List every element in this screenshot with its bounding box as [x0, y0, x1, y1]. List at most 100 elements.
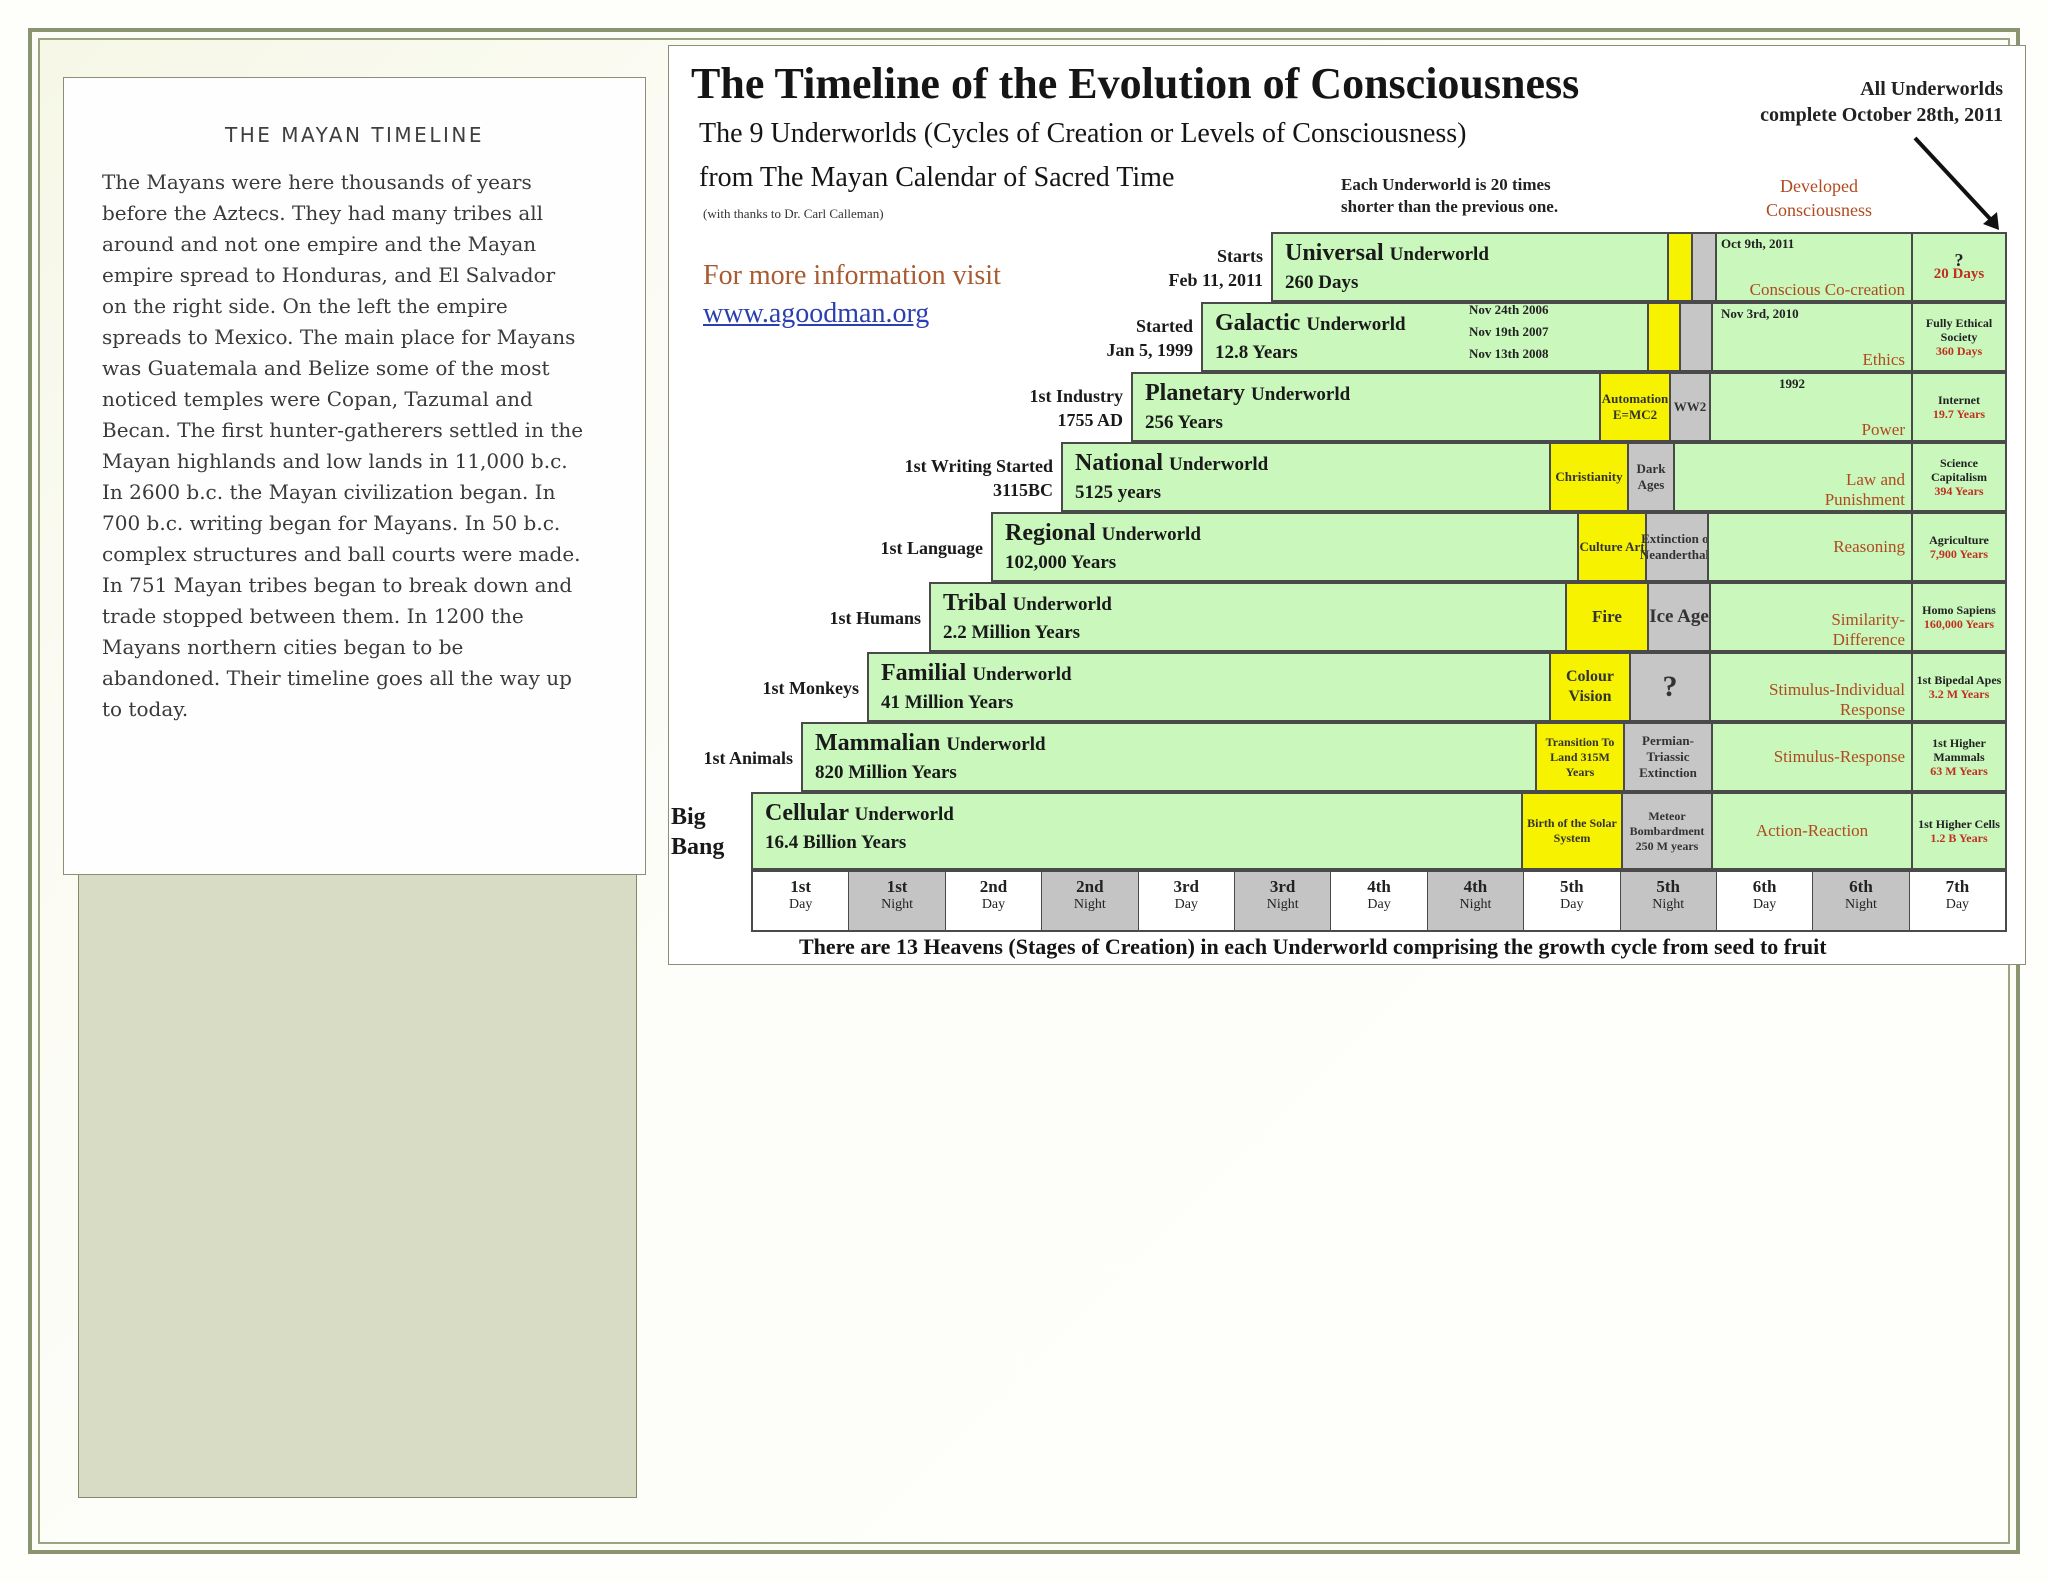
- dev-cell: Power: [1709, 372, 1913, 442]
- last-cell: 1st Higher Mammals 63 M Years: [1911, 722, 2007, 792]
- underworld-bar: Galactic Underworld 12.8 Years: [1201, 302, 1671, 372]
- heavens-row: 1st Day 1st Night 2nd Day 2nd Night 3rd Day 3…: [751, 870, 2007, 932]
- dev-cell: Ethics: [1711, 302, 1913, 372]
- dev-cell: Conscious Co-creation: [1715, 232, 1913, 302]
- gray-cell: Dark Ages: [1627, 442, 1675, 512]
- developed-line-2: Consciousness: [1765, 200, 1872, 220]
- all-underworlds-line-1: All Underworlds: [1860, 78, 2003, 100]
- underworld-row-mammalian: 1st Animals Mammalian Underworld 820 Mil…: [669, 722, 2009, 792]
- start-label: Big Bang: [671, 804, 725, 860]
- underworld-row-tribal: 1st Humans Tribal Underworld 2.2 Million…: [669, 582, 2009, 652]
- marker-1: Nov 24th 2006: [1469, 302, 1549, 317]
- heaven-cell: 1st Day: [753, 872, 850, 930]
- yellow-cell: Birth of the Solar System: [1521, 792, 1623, 870]
- marker-3: Nov 13th 2008: [1469, 346, 1549, 361]
- underworld-row-cellular: Big Bang Cellular Underworld 16.4 Billion…: [669, 792, 2009, 870]
- dev-cell: Reasoning: [1707, 512, 1913, 582]
- last-cell: Fully Ethical Society 360 Days: [1911, 302, 2007, 372]
- gray-cell: Extinction of Neanderthals: [1640, 512, 1714, 582]
- heaven-cell: 3rd Day: [1138, 872, 1235, 930]
- dev-cell: Law and Punishment: [1673, 442, 1913, 512]
- heaven-cell: 6th Day: [1716, 872, 1814, 930]
- start-label: Starts Feb 11, 2011: [1168, 246, 1263, 290]
- gray-cell: ?: [1629, 652, 1711, 722]
- yellow-cell: Colour Vision: [1549, 652, 1631, 722]
- dev-cell: Stimulus-Response: [1711, 722, 1913, 792]
- heaven-cell: 3rd Night: [1234, 872, 1332, 930]
- all-underworlds-note: All Underworlds complete October 28th, 2…: [1693, 76, 2003, 128]
- underworld-row-galactic: Started Jan 5, 1999 Galactic Underworld 1…: [669, 302, 2009, 372]
- start-label: 1st Writing Started 3115BC: [904, 456, 1053, 500]
- gray-cell: Ice Age: [1647, 582, 1711, 652]
- underworld-bar: Universal Underworld 260 Days: [1271, 232, 1669, 302]
- dev-marker: 1992: [1779, 376, 1805, 391]
- underworld-row-familial: 1st Monkeys Familial Underworld 41 Milli…: [669, 652, 2009, 722]
- last-cell: Science Capitalism 394 Years: [1911, 442, 2007, 512]
- dev-cell: Stimulus-Individual Response: [1709, 652, 1913, 722]
- underworld-row-national: 1st Writing Started 3115BC National Under…: [669, 442, 2009, 512]
- underworld-bar: Cellular Underworld 16.4 Billion Years: [751, 792, 1531, 870]
- poster-subtitle-2: from The Mayan Calendar of Sacred Time: [699, 162, 1175, 193]
- start-label: 1st Monkeys: [762, 678, 859, 698]
- underworld-bar: Familial Underworld 41 Million Years: [867, 652, 1567, 722]
- dev-marker: Oct 9th, 2011: [1721, 236, 1795, 251]
- heaven-cell: 7th Day: [1909, 872, 2006, 930]
- underworld-bar: Mammalian Underworld 820 Million Years: [801, 722, 1549, 792]
- gray-cell: [1679, 302, 1713, 372]
- underworld-row-planetary: 1st Industry 1755 AD Planetary Underworld…: [669, 372, 2009, 442]
- heaven-cell: 4th Night: [1427, 872, 1525, 930]
- more-info-text: For more information visit: [703, 260, 1001, 291]
- poster-note-line-2: shorter than the previous one.: [1341, 197, 1559, 216]
- underworld-bar: Regional Underworld 102,000 Years: [991, 512, 1587, 582]
- developed-consciousness-heading: Developed Consciousness: [1734, 174, 1904, 222]
- poster-note: Each Underworld is 20 times shorter than…: [1341, 174, 1558, 218]
- start-label: Started Jan 5, 1999: [1106, 316, 1193, 360]
- consciousness-timeline-image[interactable]: The Timeline of the Evolution of Conscio…: [668, 45, 2026, 965]
- dev-cell: Similarity-Difference: [1709, 582, 1913, 652]
- yellow-cell: Christianity: [1549, 442, 1629, 512]
- yellow-cell: Fire: [1565, 582, 1649, 652]
- arrow-down-right-icon: [1913, 136, 1999, 230]
- yellow-cell: Culture Art: [1577, 512, 1647, 582]
- yellow-cell: [1647, 302, 1681, 372]
- heaven-cell: 2nd Night: [1042, 872, 1139, 930]
- heaven-cell: 6th Night: [1813, 872, 1910, 930]
- heaven-cell: 4th Day: [1331, 872, 1428, 930]
- mayan-timeline-text-box[interactable]: THE MAYAN TIMELINE The Mayans were here …: [63, 77, 646, 875]
- last-cell: 1st Higher Cells 1.2 B Years: [1911, 792, 2007, 870]
- all-underworlds-line-2: complete October 28th, 2011: [1760, 104, 2003, 126]
- heaven-cell: 1st Night: [849, 872, 946, 930]
- last-cell: Agriculture 7,900 Years: [1911, 512, 2007, 582]
- yellow-cell: Automation E=MC2: [1599, 372, 1671, 442]
- card-body: The Mayans were here thousands of years …: [102, 170, 584, 721]
- last-cell: ? 20 Days: [1911, 232, 2007, 302]
- heaven-cell: 5th Day: [1524, 872, 1621, 930]
- dev-cell: Action-Reaction: [1711, 792, 1913, 870]
- poster-footer: There are 13 Heavens (Stages of Creation…: [799, 934, 1827, 959]
- underworld-row-universal: Starts Feb 11, 2011 Universal Underworld …: [669, 232, 2009, 302]
- card-title: THE MAYAN TIMELINE: [225, 123, 484, 147]
- dev-marker: Nov 3rd, 2010: [1721, 306, 1799, 321]
- underworld-bar: Planetary Underworld 256 Years: [1131, 372, 1659, 442]
- heaven-cell: 2nd Day: [945, 872, 1043, 930]
- start-label: 1st Language: [880, 538, 983, 558]
- olive-background-panel: [78, 850, 637, 1498]
- last-cell: Internet 19.7 Years: [1911, 372, 2007, 442]
- gray-cell: Meteor Bombardment 250 M years: [1621, 792, 1713, 870]
- last-cell: 1st Bipedal Apes 3.2 M Years: [1911, 652, 2007, 722]
- underworld-bar: National Underworld 5125 years: [1061, 442, 1581, 512]
- gray-cell: [1691, 232, 1717, 302]
- start-label: 1st Industry 1755 AD: [1029, 386, 1123, 430]
- yellow-cell: [1667, 232, 1693, 302]
- poster-subtitle-1: The 9 Underworlds (Cycles of Creation or…: [699, 118, 1467, 149]
- more-info-link[interactable]: www.agoodman.org: [703, 298, 930, 329]
- start-label: 1st Animals: [703, 748, 793, 768]
- gray-cell: WW2: [1669, 372, 1711, 442]
- last-cell: Homo Sapiens 160,000 Years: [1911, 582, 2007, 652]
- yellow-cell: Transition To Land 315M Years: [1535, 722, 1625, 792]
- underworld-row-regional: 1st Language Regional Underworld 102,000…: [669, 512, 2009, 582]
- developed-line-1: Developed: [1780, 176, 1858, 196]
- start-label: 1st Humans: [829, 608, 921, 628]
- heaven-cell: 5th Night: [1620, 872, 1717, 930]
- underworld-bar: Tribal Underworld 2.2 Million Years: [929, 582, 1579, 652]
